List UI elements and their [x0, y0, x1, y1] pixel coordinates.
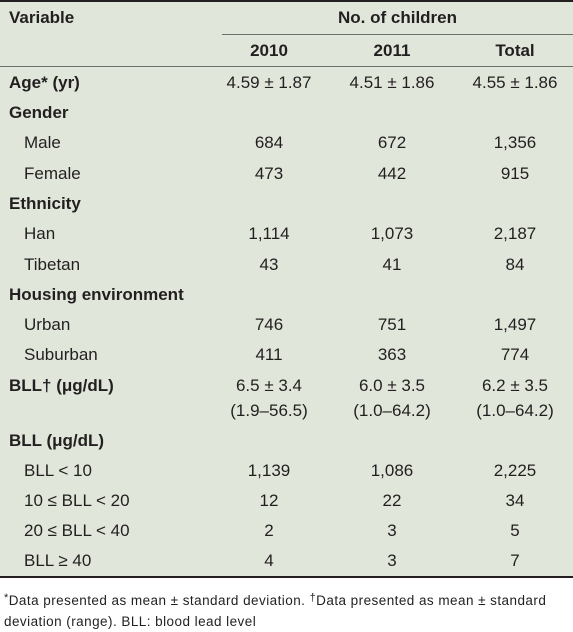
table-cell: 3 — [387, 551, 397, 570]
table-cell: 363 — [377, 345, 407, 364]
table-cell: 4 — [264, 551, 274, 570]
table-cell: 1,086 — [370, 461, 414, 480]
table-cell: 684 — [254, 133, 284, 152]
table-cell: 746 — [254, 315, 284, 334]
row-label-tibetan: Tibetan — [24, 255, 81, 274]
table-cell-range: (1.0–64.2) — [476, 401, 554, 420]
table-cell: 34 — [505, 491, 525, 510]
row-label-bll-lt10: BLL < 10 — [24, 461, 92, 480]
table-cell: 84 — [505, 255, 525, 274]
table-cell: 3 — [387, 521, 397, 540]
row-label-gender: Gender — [9, 103, 69, 122]
table-cell: 5 — [510, 521, 520, 540]
table-cell: 7 — [510, 551, 520, 570]
header-sub-rule — [222, 34, 573, 35]
table-cell: 915 — [500, 164, 530, 183]
table-cell: 6.5 ± 3.4 — [235, 376, 303, 395]
footnote-mark-asterisk: * — [4, 592, 9, 604]
table-cell: 1,139 — [247, 461, 291, 480]
table-cell: 4.59 ± 1.87 — [226, 73, 312, 92]
group-header: No. of children — [338, 8, 457, 27]
table-cell-range: (1.0–64.2) — [353, 401, 431, 420]
table-top-rule — [0, 0, 573, 2]
table-cell: 6.0 ± 3.5 — [358, 376, 426, 395]
table-cell: 4.51 ± 1.86 — [349, 73, 435, 92]
row-label-bll-groups: BLL (μg/dL) — [9, 431, 105, 450]
footnote-text-1: Data presented as mean ± standard deviat… — [8, 593, 310, 608]
table-cell: 672 — [377, 133, 407, 152]
table-cell: 1,114 — [248, 224, 290, 243]
table-cell: 1,073 — [370, 224, 414, 243]
table-cell: 774 — [500, 345, 530, 364]
table-cell: 43 — [259, 255, 279, 274]
table-cell: 41 — [382, 255, 402, 274]
row-label-male: Male — [24, 133, 61, 152]
row-label-suburban: Suburban — [24, 345, 98, 364]
table-cell: 12 — [259, 491, 279, 510]
row-label-age: Age* (yr) — [9, 73, 80, 92]
row-label-bll-20-40: 20 ≤ BLL < 40 — [24, 521, 130, 540]
table-cell: 1,356 — [493, 133, 537, 152]
table-cell: 411 — [255, 345, 283, 364]
column-header-total: Total — [495, 41, 535, 60]
row-label-housing: Housing environment — [9, 285, 184, 304]
table-bottom-rule — [0, 576, 573, 578]
footnote-mark-dagger: † — [309, 592, 317, 604]
row-label-ethnicity: Ethnicity — [9, 194, 81, 213]
row-label-urban: Urban — [24, 315, 71, 334]
variable-header: Variable — [9, 8, 75, 27]
table-cell: 442 — [377, 164, 407, 183]
row-label-female: Female — [24, 164, 81, 183]
table-cell: 22 — [382, 491, 402, 510]
table-cell: 2,225 — [493, 461, 537, 480]
data-table: Variable No. of children 2010 2011 Total… — [0, 0, 573, 576]
table-cell-range: (1.9–56.5) — [230, 401, 308, 420]
table-footnote: *Data presented as mean ± standard devia… — [4, 588, 570, 632]
footnote-text-2: Data presented as mean ± standard deviat… — [4, 593, 547, 629]
table-cell: 4.55 ± 1.86 — [472, 73, 558, 92]
header-bottom-rule — [0, 66, 573, 67]
table-cell: 2 — [264, 521, 274, 540]
row-label-bll-mean: BLL† (μg/dL) — [9, 376, 114, 395]
row-label-bll-10-20: 10 ≤ BLL < 20 — [24, 491, 130, 510]
table-cell: 751 — [377, 315, 407, 334]
column-header-2010: 2010 — [250, 41, 288, 60]
row-label-bll-gte40: BLL ≥ 40 — [24, 551, 92, 570]
table-cell: 6.2 ± 3.5 — [481, 376, 549, 395]
row-label-han: Han — [24, 224, 56, 243]
table-cell: 2,187 — [493, 224, 537, 243]
column-header-2011: 2011 — [373, 41, 411, 60]
table-cell: 473 — [254, 164, 284, 183]
table-cell: 1,497 — [493, 315, 537, 334]
